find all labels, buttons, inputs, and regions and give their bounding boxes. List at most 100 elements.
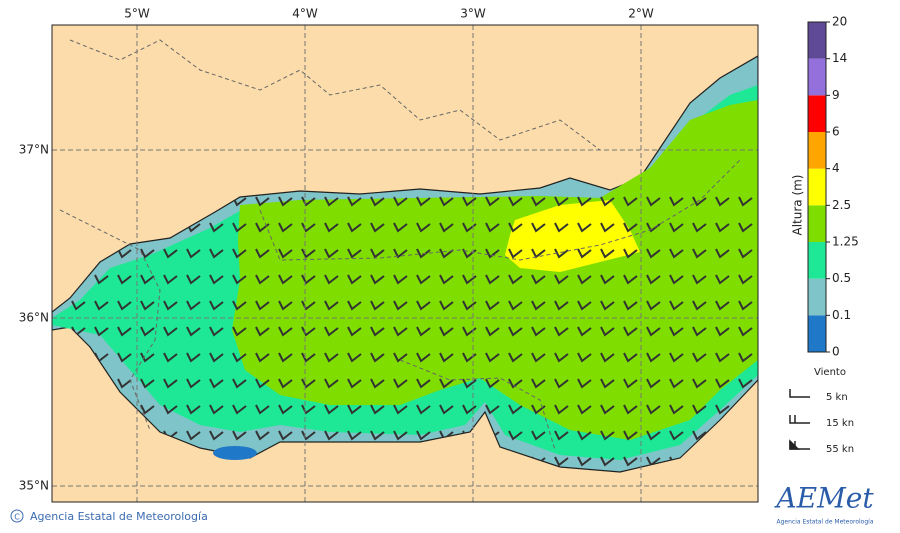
wind-barb [692,326,707,337]
wind-barb [531,300,546,311]
wind-barb [600,456,615,467]
wind-barb [554,404,569,415]
wind-barb [508,326,523,337]
wind-barb [117,300,132,311]
wind-barb [623,248,638,259]
wind-barb [324,326,339,337]
wind-barb [370,404,385,415]
wind-barb [600,352,615,363]
wind-barb [209,352,224,363]
wind-barb [646,404,661,415]
wind-barb [278,196,293,207]
wind-barb [462,404,477,415]
wind-barb [508,248,523,259]
wind-barb [163,352,178,363]
wind-barb [623,352,638,363]
colorbar-label: 1.25 [832,235,859,249]
wind-barb [738,248,753,259]
wind-barb [738,352,753,363]
wind-barb [508,274,523,285]
wind-barb [301,196,316,207]
map-frame [51,24,759,503]
wind-barb [646,378,661,389]
wind-barb [462,378,477,389]
legend-label: 55 kn [826,444,854,455]
colorbar-segment [808,22,826,59]
wind-barb [600,404,615,415]
wind-barb [738,326,753,337]
wind-barb [508,378,523,389]
wind-barb [692,222,707,233]
colorbar-label: 9 [832,88,840,102]
wind-barb [140,378,155,389]
wind-barb [186,326,201,337]
wind-barb [600,300,615,311]
wind-barb [439,404,454,415]
wind-barb [577,378,592,389]
wind-barb [692,430,707,441]
wind-barb [416,430,431,441]
wind-barb [140,352,155,363]
wind-barb [255,404,270,415]
wind-barb [738,300,753,311]
wind-barb [577,196,592,207]
wind-barb [439,274,454,285]
wind-barb [531,404,546,415]
wind-barb [347,326,362,337]
wind-barb [669,274,684,285]
wind-barb [324,274,339,285]
wind-barb [324,404,339,415]
wind-barb [646,248,661,259]
wind-barb [209,300,224,311]
wind-barb [278,404,293,415]
lon-label: 4°W [292,7,318,21]
wind-barb [554,326,569,337]
wind-barb [232,300,247,311]
wind-barb [347,378,362,389]
wave-zone [213,446,257,460]
wind-barb [692,196,707,207]
wind-barb [485,404,500,415]
wind-barb [393,378,408,389]
wind-barb [301,274,316,285]
wind-barb [485,300,500,311]
wind-barb [301,378,316,389]
wind-barb [577,222,592,233]
wind-barb [577,300,592,311]
wind-barb [416,274,431,285]
wind-barb [370,274,385,285]
wind-barb [416,248,431,259]
wind-barb [186,404,201,415]
wind-barb [646,326,661,337]
wind-barb [393,326,408,337]
wind-barb [71,300,86,311]
wind-barb [669,300,684,311]
wind-barb [439,378,454,389]
wind-barb [186,352,201,363]
map [52,25,758,502]
legend-label: 15 kn [826,418,854,429]
wind-barb [623,196,638,207]
wind-barb [117,378,132,389]
wind-barb [623,404,638,415]
colorbar-label: 6 [832,125,840,139]
colorbar-label: 4 [832,161,840,175]
wind-barb [301,300,316,311]
lat-label: 35°N [19,479,49,493]
wind-barb [531,196,546,207]
wind-barb [623,430,638,441]
wind-barb [485,222,500,233]
wind-barb [301,404,316,415]
wind-barb [232,352,247,363]
wind-barb [531,352,546,363]
wind-barb [669,248,684,259]
wind-barb [370,326,385,337]
wind-barb [715,248,730,259]
colorbar-segment [808,168,826,206]
wave-zone [232,100,758,440]
wind-barb [278,222,293,233]
wind-barb [347,248,362,259]
wind-barb [531,430,546,441]
wind-barb [439,352,454,363]
